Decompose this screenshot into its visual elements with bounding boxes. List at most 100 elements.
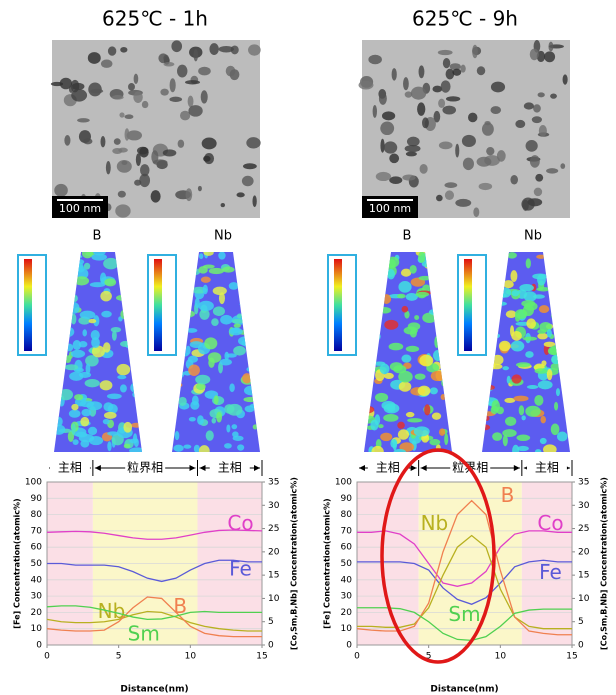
map-blob xyxy=(551,311,563,321)
tem-image xyxy=(358,39,570,218)
precipitate xyxy=(150,190,161,203)
map-blob xyxy=(533,294,545,299)
map-blob xyxy=(132,292,142,299)
precipitate xyxy=(383,141,398,154)
map-blob xyxy=(424,404,431,416)
region-label-bg xyxy=(526,459,567,477)
map-blob xyxy=(91,253,107,261)
map-blob xyxy=(200,276,211,283)
map-blob xyxy=(370,288,382,299)
map-blob xyxy=(70,349,86,358)
map-blob xyxy=(515,362,531,368)
map-blob xyxy=(438,346,445,357)
map-blob xyxy=(440,394,446,401)
precipitate xyxy=(535,173,544,182)
map-blob xyxy=(401,354,412,363)
map-blob xyxy=(431,412,442,420)
map-blob xyxy=(370,332,381,342)
precipitate xyxy=(417,102,426,116)
map-blob xyxy=(510,325,515,337)
precipitate xyxy=(241,175,254,187)
map-blob xyxy=(103,257,119,270)
precipitate xyxy=(490,81,506,93)
map-blob xyxy=(120,279,131,285)
precipitate xyxy=(432,85,443,93)
map-blob xyxy=(103,411,117,419)
map-blob xyxy=(517,445,529,452)
map-blob xyxy=(436,286,449,293)
panel-title: 625℃ - 1h xyxy=(102,7,208,31)
map-blob xyxy=(118,316,123,322)
map-blob xyxy=(377,306,392,314)
map-blob xyxy=(540,415,546,424)
map-blob xyxy=(253,370,260,380)
map-blob xyxy=(413,426,430,437)
map-blob xyxy=(541,360,547,366)
y2-tick-label: 0 xyxy=(268,641,274,651)
precipitate xyxy=(248,44,261,56)
map-blob xyxy=(129,447,142,452)
map-blob xyxy=(507,252,517,259)
precipitate xyxy=(438,141,453,150)
map-blob xyxy=(172,382,183,388)
map-blob xyxy=(555,353,570,363)
precipitate xyxy=(169,96,183,102)
map-blob xyxy=(91,337,100,349)
map-blob xyxy=(242,373,252,384)
panel-title: 625℃ - 9h xyxy=(412,7,518,31)
map-blob xyxy=(437,286,446,292)
map-blob xyxy=(370,301,378,308)
map-blob xyxy=(178,396,187,406)
precipitate xyxy=(445,96,461,102)
map-blob xyxy=(378,424,384,429)
precipitate xyxy=(119,112,125,118)
map-blob xyxy=(129,438,138,444)
map-blob xyxy=(102,418,110,425)
precipitate xyxy=(90,88,104,94)
precipitate xyxy=(160,88,169,96)
map-blob xyxy=(238,336,254,346)
map-blob xyxy=(516,434,531,442)
precipitate xyxy=(546,168,559,174)
map-blob xyxy=(398,281,412,293)
y-tick-label: 90 xyxy=(31,494,43,504)
map-blob xyxy=(429,438,441,446)
map-blob xyxy=(244,405,255,413)
map-blob xyxy=(107,431,119,436)
map-blob xyxy=(226,403,243,416)
map-blob xyxy=(193,444,200,452)
map-blob xyxy=(393,365,407,374)
y-tick-label: 30 xyxy=(341,592,353,602)
map-blob xyxy=(125,258,135,264)
y2-tick-label: 30 xyxy=(268,501,280,511)
map-blob xyxy=(526,318,536,329)
map-blob xyxy=(417,385,431,396)
map-blob xyxy=(543,341,556,348)
map-blob xyxy=(70,313,77,325)
map-blob xyxy=(183,444,192,449)
precipitate xyxy=(521,197,535,211)
map-blob xyxy=(397,421,405,429)
precipitate xyxy=(378,92,387,105)
precipitate xyxy=(455,143,460,158)
series-label: Fe xyxy=(539,560,562,584)
map-blob xyxy=(543,444,557,452)
precipitate xyxy=(163,61,175,67)
map-blob xyxy=(82,329,88,337)
map-blob xyxy=(111,330,117,341)
series-label: B xyxy=(501,483,515,507)
y2-axis-label: [Co,Sm,B,Nb] Concentration(atomic%) xyxy=(600,477,609,650)
precipitate xyxy=(529,155,540,168)
series-label: Co xyxy=(227,511,253,535)
map-blob xyxy=(99,380,113,391)
map-blob xyxy=(418,275,432,281)
precipitate xyxy=(436,194,443,202)
map-blob xyxy=(224,443,232,449)
map-blob xyxy=(222,266,235,273)
series-line xyxy=(357,607,572,641)
series-line xyxy=(357,530,572,587)
map-blob xyxy=(404,310,410,319)
map-blob xyxy=(428,259,437,269)
map-blob xyxy=(70,294,78,303)
map-blob xyxy=(250,294,259,305)
